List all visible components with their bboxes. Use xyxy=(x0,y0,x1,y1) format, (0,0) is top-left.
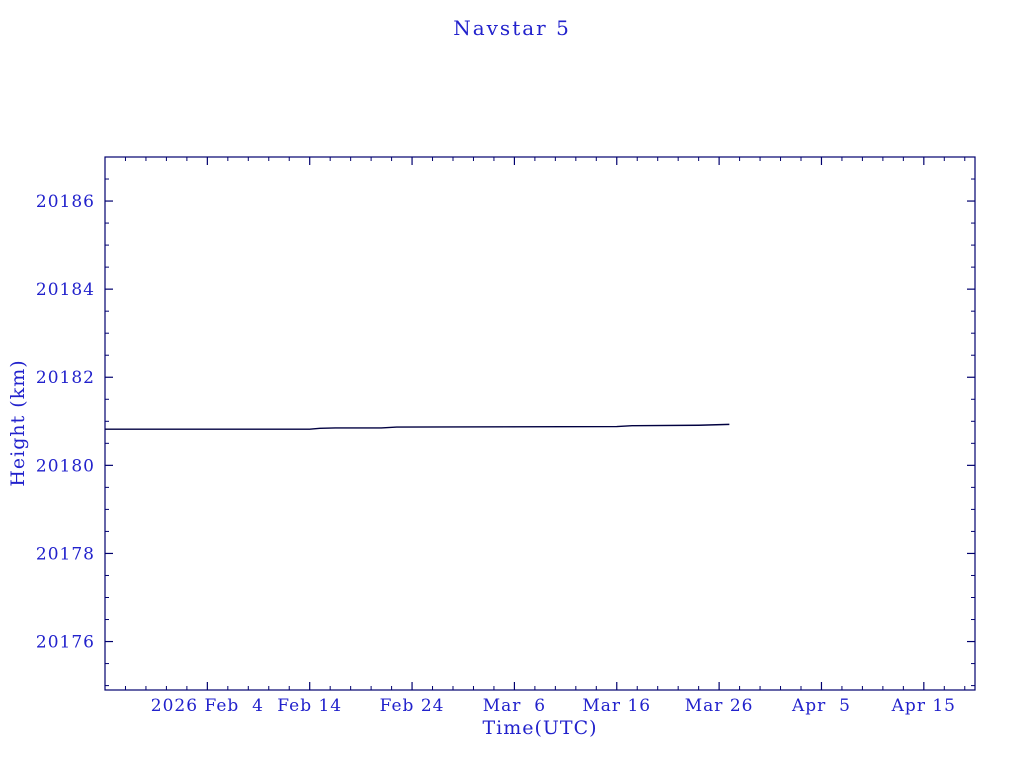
x-tick-label: Mar 16 xyxy=(582,696,651,716)
x-tick-label: Feb 14 xyxy=(277,696,342,716)
y-tick-label: 20176 xyxy=(36,633,95,653)
x-tick-label: Mar 6 xyxy=(483,696,546,716)
y-tick-label: 20186 xyxy=(36,192,95,212)
x-tick-label: Mar 26 xyxy=(685,696,754,716)
data-line xyxy=(105,423,730,430)
x-tick-label: Feb 24 xyxy=(380,696,445,716)
chart-title: Navstar 5 xyxy=(453,16,571,40)
y-tick-label: 20184 xyxy=(36,280,95,300)
y-tick-label: 20182 xyxy=(36,368,95,388)
y-tick-label: 20178 xyxy=(36,544,95,564)
plot-frame xyxy=(104,156,976,691)
y-tick-label: 20180 xyxy=(36,456,95,476)
x-axis-label: Time(UTC) xyxy=(482,717,598,739)
x-tick-label: 2026 Feb 4 xyxy=(151,696,264,716)
x-tick-label: Apr 15 xyxy=(891,696,956,716)
x-tick-label: Apr 5 xyxy=(791,696,851,716)
